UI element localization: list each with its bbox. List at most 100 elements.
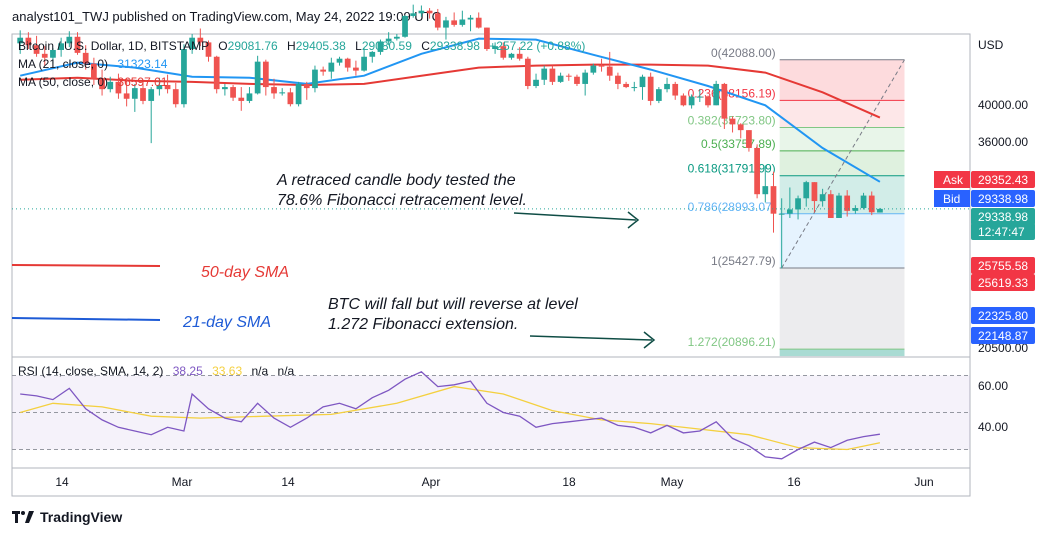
candle [222, 83, 228, 96]
svg-text:MA (50, close, 0) 3659: MA (50, close, 0) 36597.01 [18, 75, 168, 89]
candle [647, 72, 654, 106]
candle [344, 57, 351, 72]
candle-body [353, 67, 359, 71]
candle [402, 15, 408, 38]
candle [713, 80, 720, 106]
candle-body [123, 93, 130, 99]
fib-trend-line [781, 59, 905, 269]
legend-rsi-value: 38.25 [173, 364, 203, 378]
candle [82, 45, 89, 70]
legend-low-key: L [355, 39, 362, 53]
candle [328, 57, 335, 79]
candle-body [222, 87, 228, 90]
candle-body [803, 182, 810, 199]
candle-body [74, 36, 81, 53]
tradingview-logo[interactable]: TradingView [12, 509, 122, 525]
candle-body [860, 195, 867, 209]
time-tick-label: May [661, 475, 684, 489]
price-tick-label: 36000.00 [978, 135, 1028, 149]
candle-body [582, 72, 589, 84]
candle-body [17, 37, 24, 44]
fibonacci-retracement[interactable]: 0(42088.00)0.236(38156.19)0.382(35723.80… [688, 46, 905, 357]
time-axis[interactable]: 14 Mar 14 Apr 18 May 16 Jun [55, 475, 933, 489]
legend-rsi-label: RSI (14, close, SMA, 14, 2) [18, 364, 163, 378]
candle [74, 32, 81, 55]
candle-body [770, 186, 777, 214]
candle [303, 81, 310, 100]
tradingview-logo-icon [12, 511, 34, 523]
candle [246, 87, 253, 104]
candle-body [696, 96, 703, 98]
price-badge-value: 29338.98 [978, 210, 1028, 224]
rsi-pane [12, 371, 970, 460]
candle [295, 81, 302, 107]
candle [164, 74, 171, 94]
candle-body [459, 19, 466, 25]
candle-body [598, 65, 605, 67]
candle [860, 192, 867, 210]
annotations[interactable]: A retraced candle body tested the 78.6% … [11, 172, 656, 349]
candle [320, 66, 327, 76]
candle-body [664, 83, 670, 90]
annotation-reverse-line2: 1.272 Fibonacci extension. [328, 316, 518, 333]
candle-body [197, 37, 204, 43]
candle [459, 10, 466, 27]
candle [844, 190, 851, 217]
candle [25, 32, 32, 50]
candle [827, 190, 834, 218]
candle-body [254, 61, 261, 94]
candle-body [148, 89, 155, 101]
candle-body [557, 75, 564, 82]
candle [66, 31, 73, 48]
candle-body [246, 93, 253, 101]
legend-high-key: H [287, 39, 296, 53]
candle [123, 78, 130, 107]
candle-body [451, 20, 458, 25]
annotation-arrow-retrace [513, 212, 637, 221]
candle-body [156, 84, 163, 90]
price-axis[interactable]: USD 40000.00 36000.00 20500.00 Ask 29352.… [934, 38, 1035, 355]
candle [615, 72, 621, 90]
price-badge [971, 327, 1035, 344]
candle-body [181, 49, 187, 105]
candle [729, 116, 736, 133]
legend-close-value: 29338.98 [430, 39, 480, 53]
publisher-header: analyst101_TWJ published on TradingView.… [12, 9, 441, 24]
candle [336, 56, 343, 66]
candle [353, 60, 359, 76]
candle [393, 34, 400, 41]
candle-body [189, 37, 196, 50]
legend-rsi-na-2: n/a [278, 364, 295, 378]
candle-body [844, 195, 851, 211]
candle-body [811, 182, 818, 202]
candle [811, 182, 818, 213]
candle [574, 74, 580, 87]
candle [737, 123, 744, 139]
candle-body [336, 58, 343, 63]
price-tick-label: 40000.00 [978, 98, 1028, 112]
candle-body [230, 87, 236, 98]
candle [418, 5, 425, 17]
candle [680, 93, 687, 107]
candle [99, 69, 105, 96]
fib-zone [779, 150, 905, 176]
price-tick-label: 20500.00 [978, 341, 1028, 355]
candle-body [377, 41, 384, 52]
candle [484, 27, 490, 51]
time-tick-label: 18 [562, 475, 576, 489]
candle [467, 15, 474, 32]
candle [140, 79, 146, 105]
time-tick-label: 16 [787, 475, 801, 489]
candle-body [680, 95, 687, 106]
candle [508, 52, 515, 60]
candle-body [50, 49, 56, 58]
rsi-tick-label: 60.00 [978, 379, 1008, 393]
candle-body [410, 13, 417, 16]
time-tick-label: Mar [172, 475, 193, 489]
rsi-tick-label: 40.00 [978, 420, 1008, 434]
time-tick-label: Apr [422, 475, 441, 489]
candle [705, 95, 711, 108]
candle [803, 180, 810, 207]
candle [434, 8, 441, 31]
